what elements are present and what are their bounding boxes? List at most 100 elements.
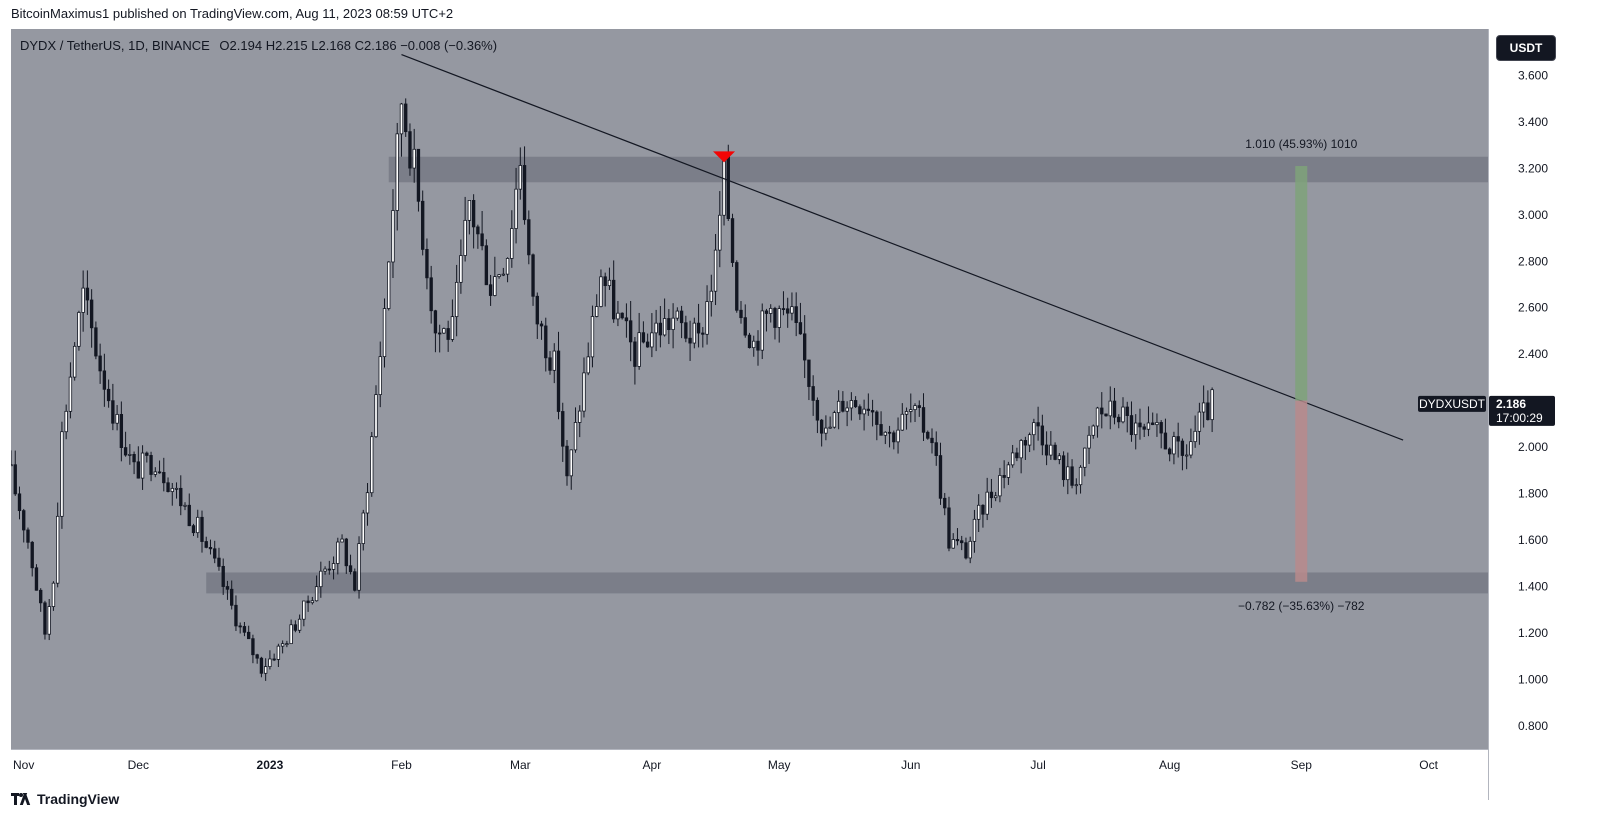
candle [446, 328, 450, 340]
time-axis[interactable] [11, 749, 1488, 800]
chart-frame[interactable]: 1.010 (45.93%) 1010 −0.782 (−35.63%) −782… [11, 29, 1598, 800]
candle [378, 356, 382, 396]
long-target-bar[interactable] [1295, 166, 1308, 401]
price-tick-label: 1.200 [1518, 626, 1548, 640]
candle [1151, 422, 1155, 426]
candle [981, 504, 985, 515]
descending-trendline[interactable] [401, 53, 1404, 441]
candle [1066, 466, 1070, 481]
published-by-text: BitcoinMaximus1 published on TradingView… [11, 6, 454, 21]
candle [892, 432, 896, 443]
candle [603, 276, 607, 287]
price-chart[interactable]: 1.010 (45.93%) 1010 −0.782 (−35.63%) −782… [11, 29, 1598, 800]
candle [875, 411, 879, 425]
candle [1083, 447, 1087, 468]
candle [781, 308, 786, 310]
candle [471, 200, 476, 228]
candle [633, 341, 637, 367]
candle [98, 355, 102, 372]
candle [497, 274, 501, 278]
candle [645, 341, 650, 348]
footer-brand[interactable]: TradingView [11, 791, 119, 807]
candle [437, 332, 442, 335]
price-tick-label: 2.800 [1518, 254, 1548, 268]
price-tick-label: 3.600 [1518, 68, 1548, 82]
candle [162, 472, 166, 484]
symbol-price-tag [1418, 395, 1486, 412]
candle [1070, 466, 1074, 486]
candle [556, 350, 561, 412]
currency-button[interactable]: USDT [1496, 35, 1556, 61]
candle [1010, 452, 1015, 466]
candle [450, 316, 455, 340]
price-tick-label: 3.200 [1518, 161, 1548, 175]
candle [518, 165, 522, 190]
candle [1036, 422, 1040, 427]
candle [1117, 416, 1121, 423]
candle [39, 589, 43, 604]
candle [1015, 452, 1019, 459]
candle [514, 188, 518, 229]
candle [951, 539, 955, 549]
candle [1193, 430, 1197, 443]
candle [926, 431, 930, 439]
candle [361, 512, 365, 544]
candle [1019, 440, 1023, 459]
short-target-bar[interactable] [1295, 400, 1308, 582]
candle [654, 322, 658, 334]
time-tick-label: May [768, 758, 791, 772]
candle [374, 394, 378, 438]
candle [1125, 406, 1129, 416]
price-tick-label: 1.800 [1518, 487, 1548, 501]
candle [412, 148, 416, 169]
price-tick-label: 1.000 [1518, 672, 1548, 686]
candle [111, 400, 115, 424]
candle [323, 568, 327, 572]
candle [425, 248, 429, 279]
candle [565, 445, 569, 477]
candle [896, 429, 900, 443]
candle [1002, 475, 1006, 478]
candle [870, 410, 875, 413]
candle [756, 340, 760, 351]
candle [191, 525, 196, 534]
candle [370, 436, 374, 494]
candle [1104, 413, 1108, 417]
candle [26, 529, 30, 543]
open-value: 2.194 [229, 38, 263, 53]
candle [170, 487, 174, 492]
candle [408, 131, 412, 169]
candle [811, 386, 815, 401]
candle [955, 539, 960, 542]
price-tick-label: 3.400 [1518, 115, 1548, 129]
candle [387, 261, 391, 309]
candle [743, 317, 747, 336]
candle [319, 570, 323, 588]
candle [13, 464, 17, 495]
short-target-label: −0.782 (−35.63%) −782 [1238, 599, 1365, 613]
candle [204, 541, 208, 548]
plot-area[interactable] [11, 29, 1488, 749]
candle [399, 103, 404, 135]
time-tick-label: Feb [391, 758, 412, 772]
candle [166, 482, 170, 492]
candle [140, 452, 145, 479]
candle [531, 254, 535, 297]
candle [739, 309, 743, 319]
candle [1197, 411, 1202, 432]
candle [671, 317, 675, 330]
candle [459, 255, 463, 283]
countdown-label: 17:00:29 [1496, 411, 1543, 425]
symbol-title[interactable]: DYDX / TetherUS, 1D, BINANCE [20, 38, 210, 53]
low-label: L [311, 38, 319, 53]
time-tick-label: Apr [643, 758, 662, 772]
candle [505, 258, 510, 275]
candle [624, 317, 629, 322]
candle [866, 408, 871, 411]
candle [251, 638, 255, 656]
candle [913, 405, 917, 411]
candle [1189, 441, 1193, 456]
candle [119, 414, 124, 448]
candle [314, 586, 319, 602]
candle [187, 504, 191, 527]
